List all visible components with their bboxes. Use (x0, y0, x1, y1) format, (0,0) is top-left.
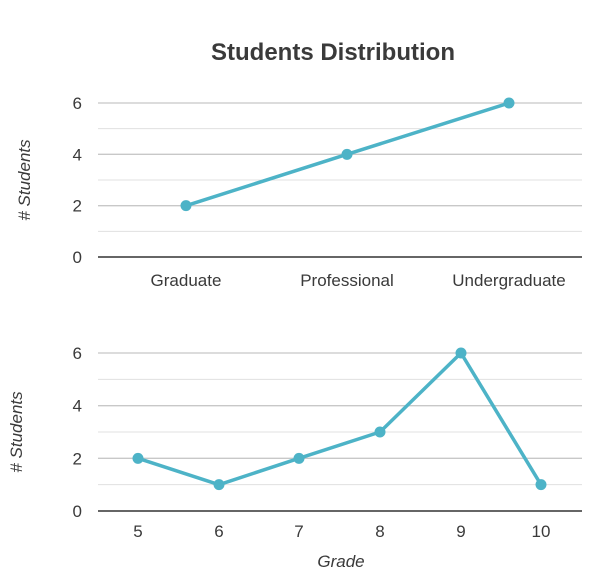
y-tick-label: 2 (73, 449, 82, 468)
data-point (132, 452, 144, 464)
data-point (455, 347, 467, 359)
x-tick-label: 10 (532, 522, 551, 541)
y-tick-label: 0 (73, 502, 82, 521)
x-tick-label: 9 (456, 522, 465, 541)
x-axis-label: Grade (317, 552, 364, 571)
y-tick-label: 6 (73, 344, 82, 363)
y-tick-label: 2 (73, 197, 82, 216)
x-tick-label: Graduate (151, 271, 222, 290)
data-point (293, 452, 305, 464)
x-tick-label: 5 (133, 522, 142, 541)
panel-1: 0 2 4 6 Graduate Professional Undergraduate # S… (15, 94, 582, 290)
y-axis-label: # Students (7, 391, 26, 473)
x-tick-label: 8 (375, 522, 384, 541)
data-point (180, 200, 192, 212)
y-tick-label: 4 (73, 397, 82, 416)
y-tick-label: 6 (73, 94, 82, 113)
x-tick-label: Undergraduate (452, 271, 565, 290)
x-tick-label: 6 (214, 522, 223, 541)
x-tick-label: Professional (300, 271, 394, 290)
data-point (535, 479, 547, 491)
series-line (136, 351, 543, 487)
data-point (341, 148, 353, 160)
y-axis-label: # Students (15, 139, 34, 221)
y-tick-label: 0 (73, 248, 82, 267)
y-tick-label: 4 (73, 145, 82, 164)
chart-title: Students Distribution (211, 39, 455, 66)
x-tick-label: 7 (294, 522, 303, 541)
data-point (213, 479, 225, 491)
data-point (374, 426, 386, 438)
panel-2: 0 2 4 6 5 6 7 8 9 10 # Students Grade (7, 344, 582, 571)
data-point (503, 97, 515, 109)
